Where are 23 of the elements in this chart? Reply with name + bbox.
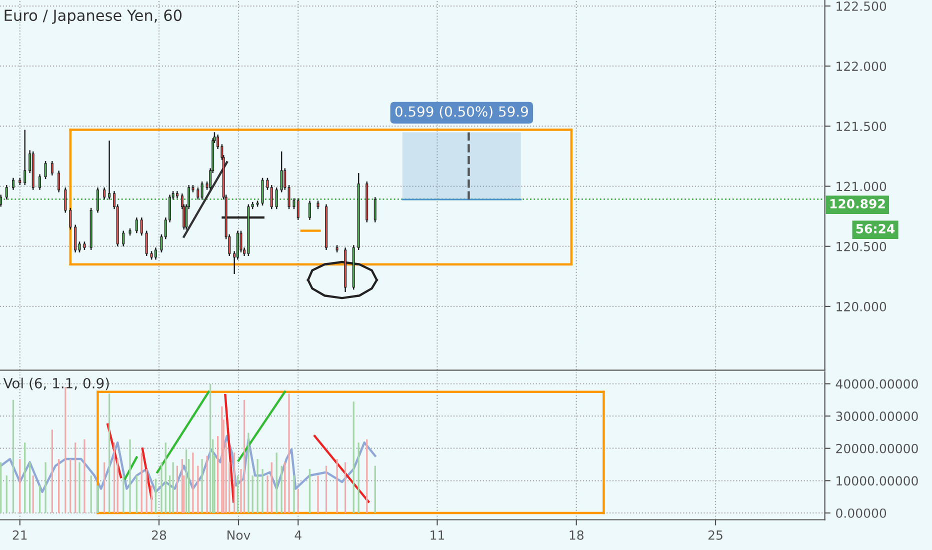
chart-title: Vol (6, 1.1, 0.9) (3, 378, 109, 390)
y-tick-label: 121.500 (836, 122, 886, 132)
y-tick-label: 10000.00000 (836, 476, 918, 486)
x-tick-label: Nov (228, 530, 250, 540)
y-tick-label: 120.000 (836, 302, 886, 312)
text: Euro / Japanese Yen, 60 (4, 10, 182, 24)
x-tick-label: 28 (152, 530, 166, 540)
x-tick-label: 4 (294, 530, 302, 540)
y-tick-label: 0.00000 (836, 508, 886, 518)
y-tick-label: 30000.00000 (836, 412, 918, 421)
x-tick-label: 11 (430, 530, 444, 540)
y-tick-label: 40000.00000 (836, 379, 918, 389)
y-tick-label: 20000.00000 (836, 444, 918, 454)
y-tick-label: 120.500 (836, 242, 886, 252)
ref-line-label: 120.892 (830, 198, 885, 208)
y-tick-label: 122.500 (836, 1, 886, 11)
x-tick-label: 25 (708, 530, 722, 540)
text: 56:24 (856, 224, 895, 234)
y-tick-label: 121.000 (836, 182, 886, 192)
y-tick-label: 122.000 (836, 62, 886, 72)
annotation: 0.599 (0.50%) 59.9 (395, 106, 528, 118)
x-tick-label: 21 (12, 530, 27, 540)
x-tick-label: 18 (570, 530, 584, 540)
